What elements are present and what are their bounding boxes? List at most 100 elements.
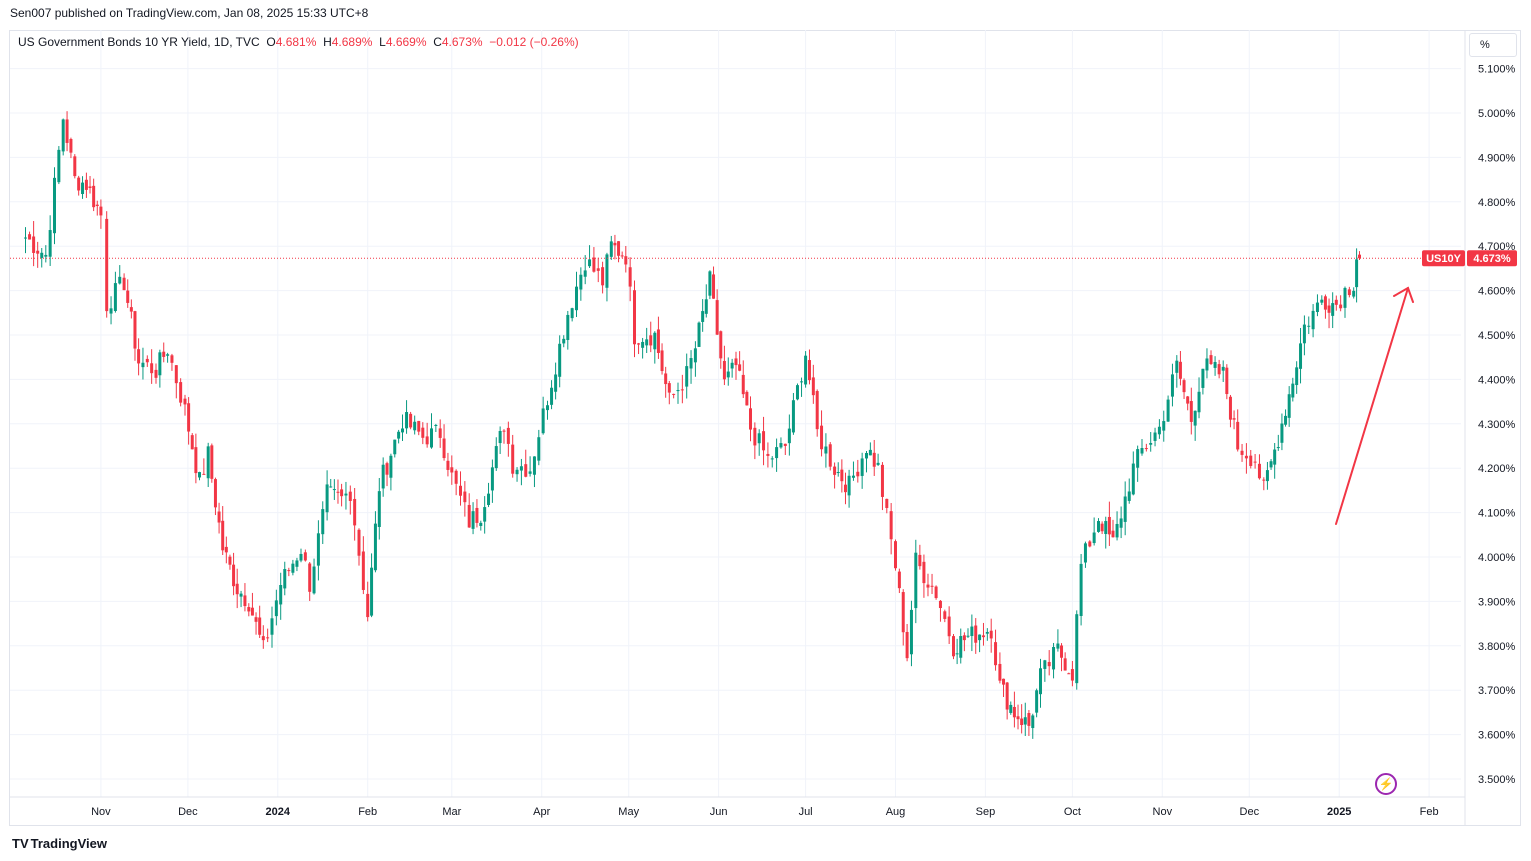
candle-down <box>981 635 985 638</box>
candle-up <box>81 182 85 195</box>
tradingview-logo[interactable]: TV TradingView <box>12 836 107 851</box>
candle-down <box>187 403 191 432</box>
candle-down <box>1107 516 1111 535</box>
candle-down <box>511 444 515 474</box>
candle-up <box>562 338 566 344</box>
candle-down <box>828 444 832 467</box>
candle-up <box>693 348 697 363</box>
candle-up <box>955 653 959 655</box>
trend-arrow-line[interactable] <box>1335 287 1409 525</box>
candle-up <box>413 421 417 431</box>
candle-up <box>370 567 374 616</box>
candle-down <box>1323 296 1327 310</box>
candle-down <box>680 389 684 391</box>
candle-up <box>685 366 689 387</box>
price-tick-label: 3.900% <box>1478 596 1516 608</box>
candle-up <box>1320 299 1324 303</box>
brand-name: TradingView <box>30 836 107 851</box>
chart-pane[interactable] <box>9 30 1521 826</box>
candle-down <box>1186 396 1190 404</box>
candle-down <box>179 382 183 403</box>
candle-down <box>660 350 664 372</box>
candle-down <box>745 391 749 406</box>
candle-down <box>65 119 69 143</box>
candle-down <box>28 234 32 240</box>
candle-up <box>198 472 201 478</box>
candle-down <box>885 498 889 508</box>
candle-down <box>438 428 442 438</box>
candle-up <box>283 569 287 589</box>
candle-down <box>154 369 158 378</box>
candle-up <box>546 405 549 411</box>
candle-up <box>1302 324 1306 344</box>
candle-down <box>194 447 198 474</box>
candle-down <box>1253 461 1257 463</box>
time-tick-label: Nov <box>1153 806 1173 818</box>
candle-down <box>628 267 632 287</box>
candle-down <box>190 435 194 450</box>
candle-up <box>704 299 708 314</box>
candle-up <box>397 431 401 439</box>
candle-down <box>637 343 641 345</box>
candle-up <box>1276 447 1280 449</box>
candle-down <box>1236 421 1240 450</box>
candle-up <box>609 241 613 257</box>
price-tick-label: 5.100% <box>1478 64 1516 76</box>
candle-up <box>393 439 397 455</box>
candle-down <box>1070 669 1074 681</box>
candle-up <box>1352 290 1356 297</box>
candle-up <box>519 466 523 471</box>
candle-down <box>807 360 811 381</box>
candle-down <box>943 611 947 619</box>
candle-up <box>1127 491 1131 501</box>
candle-up <box>579 274 583 290</box>
low-label: L <box>379 35 386 49</box>
price-tick-label: 4.100% <box>1478 508 1516 520</box>
candle-up <box>787 428 791 444</box>
candle-down <box>1249 455 1253 466</box>
candle-down <box>889 511 893 540</box>
candle-up <box>570 308 574 319</box>
candle-up <box>332 489 336 491</box>
candle-down <box>601 267 605 286</box>
lightning-icon[interactable]: ⚡ <box>1375 773 1397 795</box>
candle-up <box>550 387 554 405</box>
candle-down <box>308 563 312 592</box>
candle-down <box>162 351 166 357</box>
candle-up <box>1315 302 1319 313</box>
candle-up <box>1205 358 1209 371</box>
candle-down <box>1182 380 1186 393</box>
candle-down <box>1334 299 1338 305</box>
candle-down <box>174 365 178 384</box>
candle-up <box>118 276 122 284</box>
candle-up <box>676 390 680 392</box>
candle-up <box>1221 366 1225 371</box>
time-tick-label: Jun <box>710 806 728 818</box>
candle-down <box>454 470 458 484</box>
candle-down <box>336 491 340 493</box>
trend-arrow-head[interactable] <box>1393 286 1414 303</box>
candle-up <box>53 177 56 234</box>
candles-layer <box>24 111 1361 739</box>
candle-down <box>385 463 389 475</box>
time-tick-label: 2024 <box>266 806 291 818</box>
candle-up <box>1035 690 1039 713</box>
price-scale-unit-button[interactable]: % <box>1469 33 1517 57</box>
candle-down <box>442 438 446 459</box>
time-tick-label: May <box>618 806 639 818</box>
candle-down <box>1217 364 1221 375</box>
time-tick-label: Sep <box>976 806 996 818</box>
candle-up <box>109 308 113 314</box>
candle-down <box>99 206 103 216</box>
candle-up <box>373 523 377 571</box>
candle-up <box>487 493 491 505</box>
candle-down <box>348 491 352 501</box>
candle-down <box>88 186 92 188</box>
candle-up <box>1149 442 1153 445</box>
symbol-tag-bg <box>1422 250 1465 267</box>
candle-up <box>239 593 243 597</box>
candle-up <box>1075 614 1079 684</box>
candle-up <box>1115 523 1119 538</box>
candle-down <box>856 471 860 477</box>
